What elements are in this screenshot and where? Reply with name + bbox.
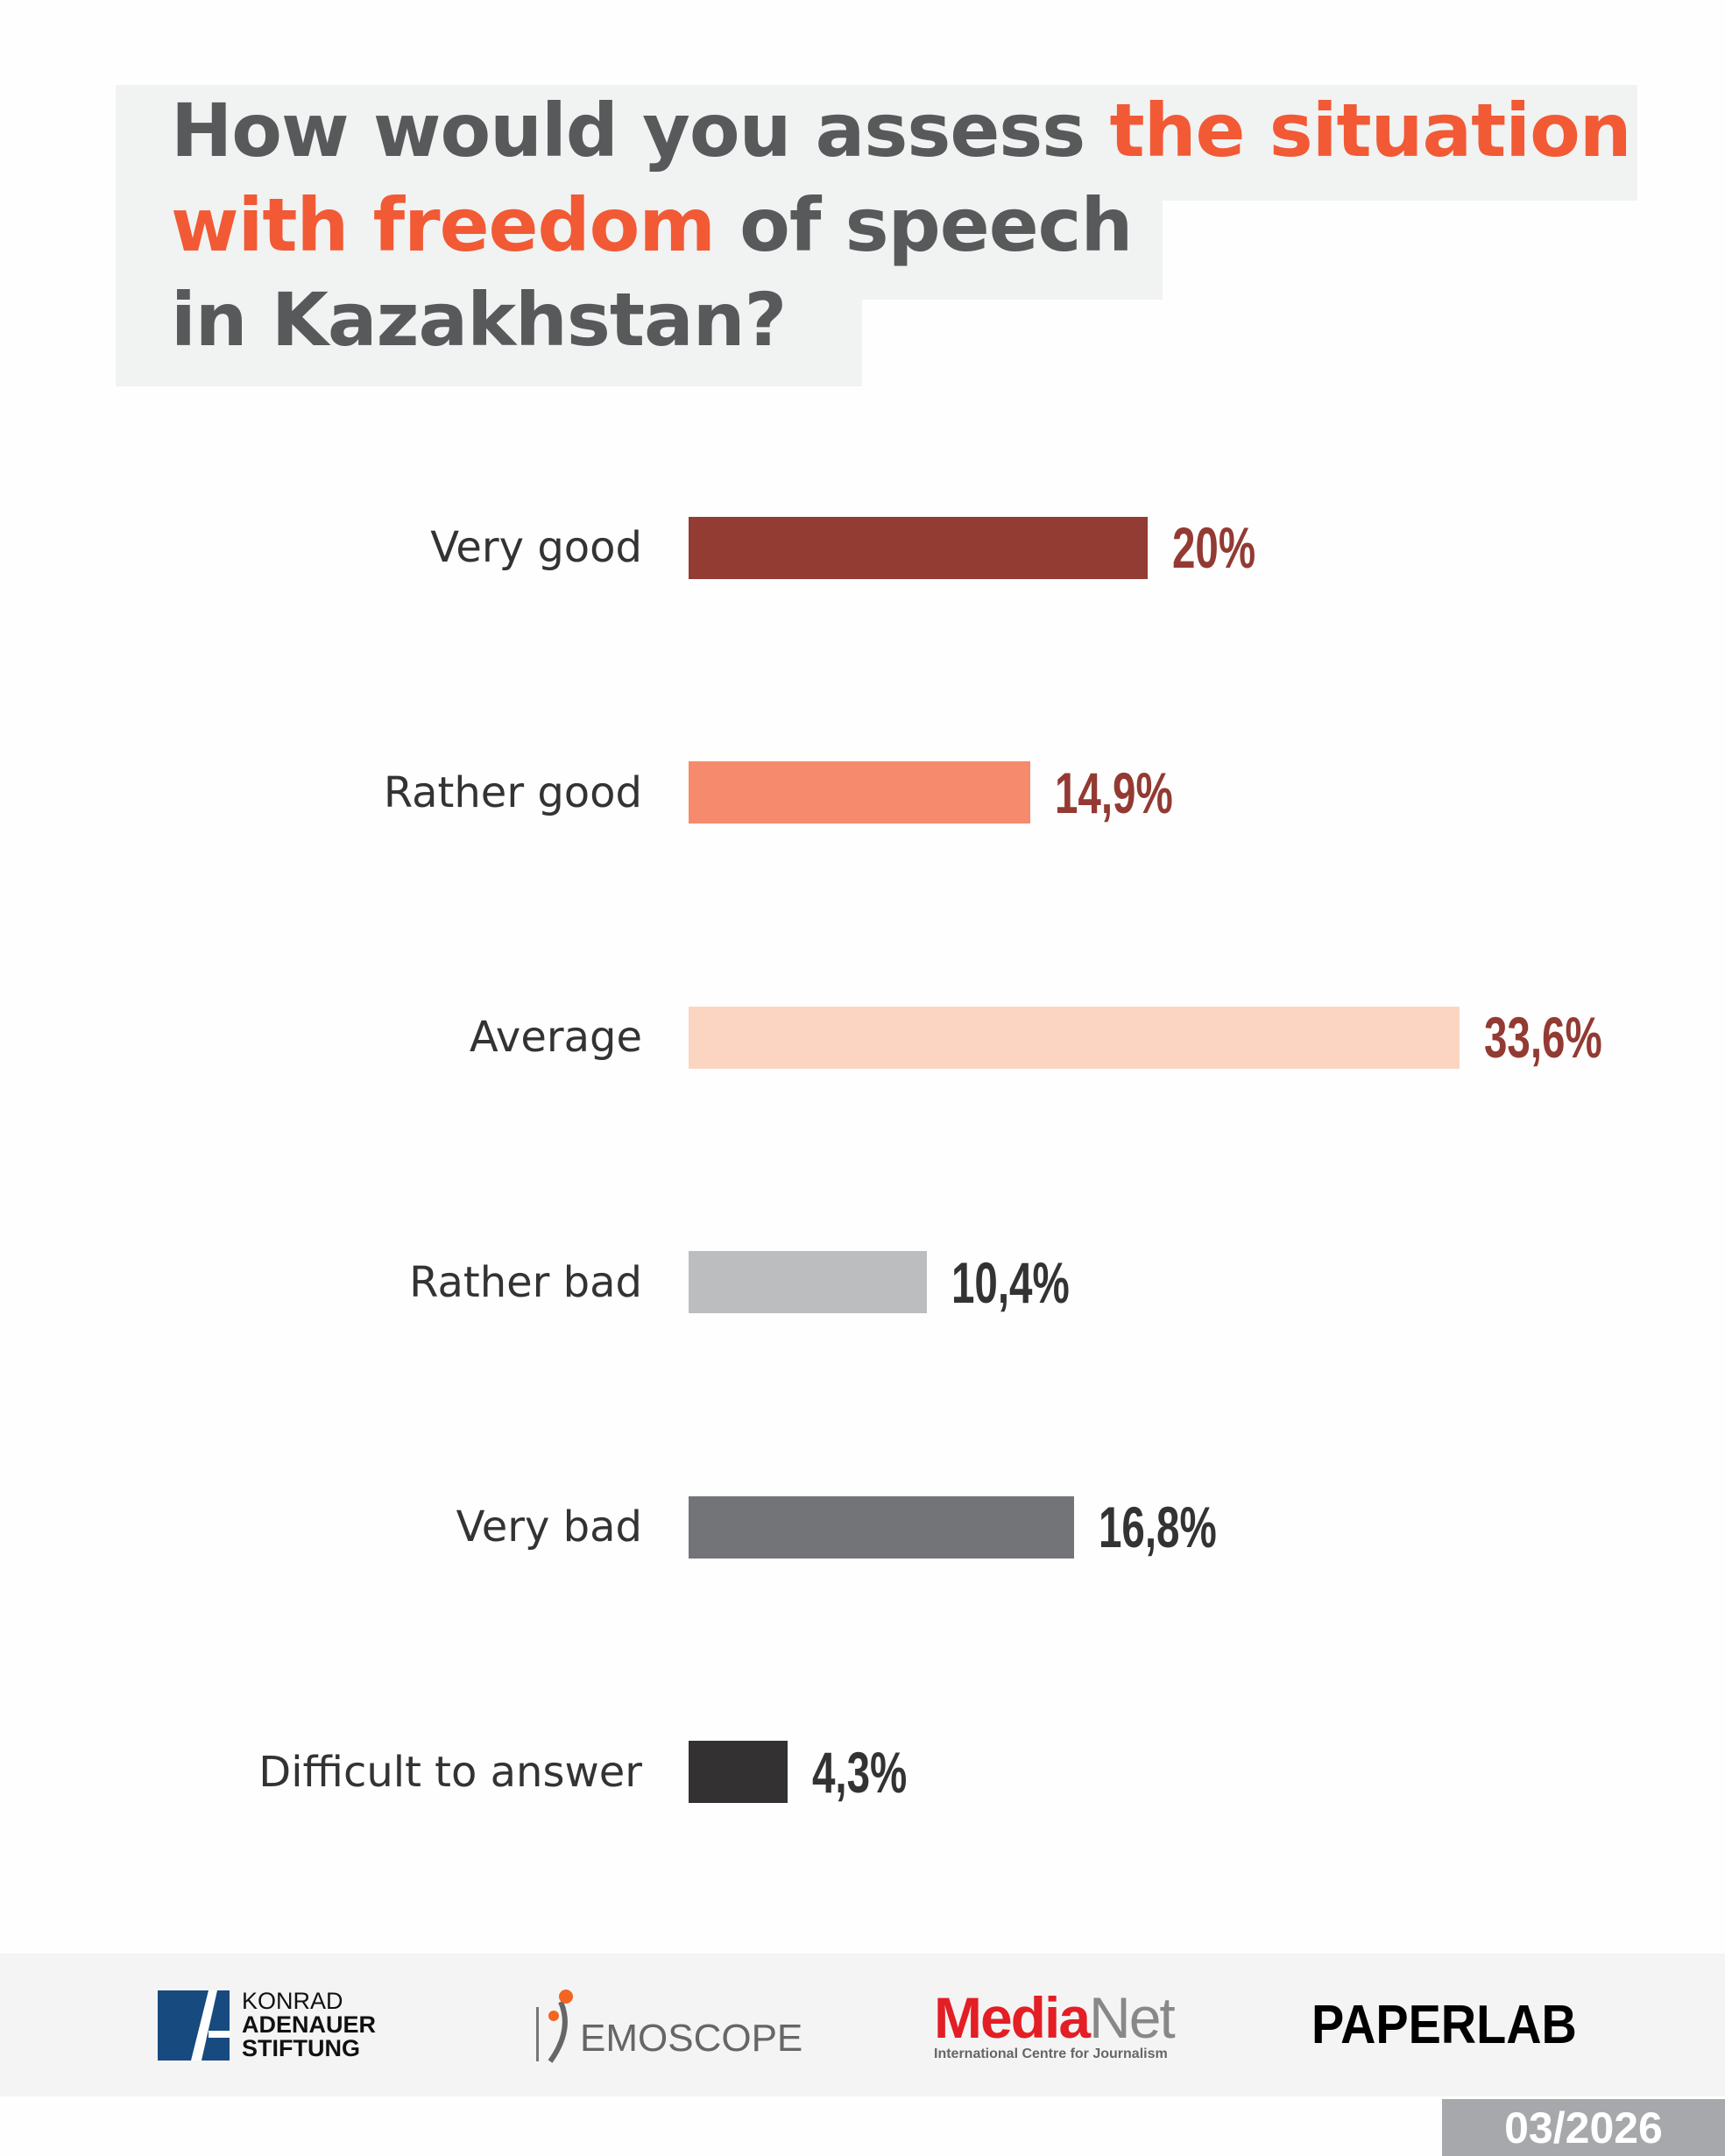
category-label: Very bad (456, 1502, 642, 1552)
value-label: 10,4% (951, 1249, 1071, 1315)
bar (689, 1741, 788, 1803)
title-highlight: the situation (1109, 88, 1632, 173)
demoscope-logo: EMOSCOPE (534, 1954, 802, 2096)
category-label: Rather good (383, 767, 642, 817)
kas-line2: ADENAUER (242, 2011, 377, 2038)
category-label: Difficult to answer (258, 1747, 642, 1797)
paperlab-text: PAPERLAB (1311, 1995, 1577, 2055)
bar (689, 516, 1148, 579)
medianet-subtitle: International Centre for Journalism (934, 2046, 1168, 2061)
title-highlight: with freedom (171, 182, 716, 268)
demoscope-text: EMOSCOPE (580, 2016, 803, 2060)
footer-logos: KONRAD ADENAUER STIFTUNG EMOSCOPE MediaN… (0, 1954, 1725, 2096)
value-label: 20% (1172, 515, 1256, 580)
value-label: 33,6% (1484, 1005, 1603, 1070)
date-badge: 03/2026 (1442, 2099, 1725, 2156)
bar (689, 1006, 1460, 1069)
kas-logo: KONRAD ADENAUER STIFTUNG (158, 1954, 376, 2096)
page-title-line-3: in Kazakhstan? (171, 277, 787, 363)
paperlab-logo: PAPERLAB (1311, 1954, 1606, 2096)
category-label: Average (469, 1013, 642, 1062)
kas-line1: KONRAD (242, 1988, 343, 2014)
bar (689, 761, 1031, 824)
title-text: How would you assess (171, 88, 1110, 173)
bar (689, 1495, 1075, 1559)
page-title-line-2: with freedom of speech (171, 182, 1133, 268)
demoscope-mark (536, 1989, 573, 2063)
title-text: of speech (714, 182, 1133, 268)
category-label: Very good (430, 523, 642, 572)
value-label: 4,3% (811, 1739, 907, 1805)
medianet-logo: MediaNet International Centre for Journa… (934, 1954, 1176, 2096)
category-label: Rather bad (409, 1257, 642, 1307)
kas-line3: STIFTUNG (242, 2035, 360, 2061)
medianet-net: Net (1089, 1984, 1176, 2050)
medianet-media: Media (934, 1984, 1091, 2050)
value-label: 16,8% (1099, 1495, 1217, 1559)
page-title-line-1: How would you assess the situation (171, 88, 1632, 173)
bar (689, 1251, 928, 1313)
title-background (116, 85, 1637, 201)
title-background (116, 201, 1163, 300)
kas-logo-mark (158, 1990, 230, 2061)
value-label: 14,9% (1055, 760, 1174, 825)
title-background (116, 300, 862, 386)
title-text: in Kazakhstan? (171, 277, 787, 363)
